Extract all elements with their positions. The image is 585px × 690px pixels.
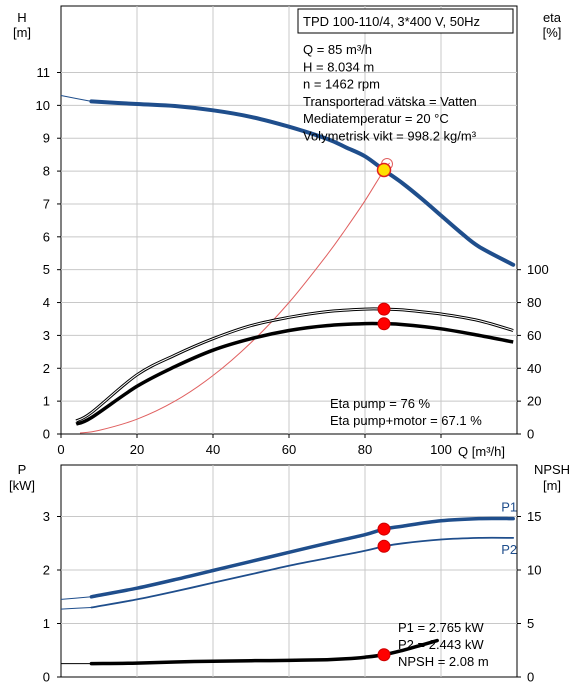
x-tick-label: 40 (206, 442, 220, 457)
x-axis-label: Q [m³/h] (458, 444, 505, 459)
info-line: H = 8.034 m (303, 59, 374, 74)
npsh-tick-label: 15 (527, 509, 541, 524)
power-info-line: NPSH = 2.08 m (398, 654, 489, 669)
npsh-tick-label: 10 (527, 563, 541, 578)
y-tick-label: 1 (43, 394, 50, 409)
y2-axis-label-npsh: NPSH (534, 462, 570, 477)
npsh-tick-label: 0 (527, 670, 534, 685)
bottom-series (60, 516, 515, 666)
info-line: n = 1462 rpm (303, 77, 380, 92)
bottom-y-tick-labels: 0 1 2 3 (43, 509, 61, 685)
head-curve (89, 99, 516, 267)
y-tick-label: 5 (43, 262, 50, 277)
y-axis-unit-p: [kW] (9, 478, 35, 493)
eta-info-line: Eta pump = 76 % (330, 396, 431, 411)
bottom-y2-tick-labels: 0 5 10 15 (517, 509, 541, 685)
curve-extension (60, 607, 92, 610)
top-operating-points (376, 157, 393, 331)
y2-tick-label: 80 (527, 295, 541, 310)
x-tick-label: 100 (430, 442, 452, 457)
series-label-p1: P1 (501, 500, 517, 515)
y-tick-label: 0 (43, 427, 50, 442)
y2-tick-label: 0 (527, 427, 534, 442)
y2-tick-label: 40 (527, 361, 541, 376)
eta-pump-curve (75, 308, 514, 422)
efficiency-point-marker (377, 302, 391, 316)
info-line: Transporterad vätska = Vatten (303, 94, 477, 109)
efficiency-info: Eta pump = 76 % Eta pump+motor = 67.1 % (330, 396, 482, 428)
duty-point-marker (376, 162, 392, 178)
y2-axis-unit-eta: [%] (543, 25, 562, 40)
top-x-tick-labels: 0 20 40 60 80 100 (57, 434, 452, 457)
eta-total-curve (75, 321, 514, 426)
series-label-p2: P2 (501, 542, 517, 557)
p-tick-label: 2 (43, 563, 50, 578)
y-axis-label-h: H (17, 10, 26, 25)
eta-info-line: Eta pump+motor = 67.1 % (330, 413, 482, 428)
title-box (297, 8, 514, 34)
info-line: Volymetrisk vikt = 998.2 kg/m³ (303, 129, 477, 144)
y-tick-label: 2 (43, 361, 50, 376)
operating-point-marker (377, 539, 391, 553)
top-y2-tick-labels: 0 20 40 60 80 100 (517, 262, 549, 442)
info-line: Q = 85 m³/h (303, 42, 372, 57)
p-tick-label: 0 (43, 670, 50, 685)
y-tick-label: 8 (43, 164, 50, 179)
y-axis-unit-h: [m] (13, 25, 31, 40)
power-info: P1 = 2.765 kW P2 = 2.443 kW NPSH = 2.08 m (398, 620, 489, 669)
x-tick-label: 20 (130, 442, 144, 457)
operating-point-marker (377, 648, 391, 662)
head-efficiency-panel: 0 1 2 3 4 5 6 7 8 9 10 11 0 20 40 60 80 100 0 20 40 60 80 100… (13, 5, 562, 459)
p1-curve (89, 516, 515, 599)
x-tick-label: 0 (57, 442, 64, 457)
y-tick-label: 10 (36, 98, 50, 113)
efficiency-point-marker (377, 317, 391, 331)
power-info-line: P2 = 2.443 kW (398, 637, 484, 652)
y-axis-label-p: P (18, 462, 27, 477)
top-series (60, 95, 516, 434)
bottom-operating-points (377, 522, 391, 662)
y-tick-label: 11 (37, 65, 51, 80)
chart-title: TPD 100-110/4, 3*400 V, 50Hz (303, 14, 480, 29)
top-y-tick-labels: 0 1 2 3 4 5 6 7 8 9 10 11 (36, 65, 61, 442)
system-curve (79, 162, 391, 434)
p2-curve (90, 536, 515, 609)
npsh-curve (89, 638, 439, 666)
y-tick-label: 7 (43, 196, 50, 211)
info-line: Mediatemperatur = 20 °C (303, 111, 449, 126)
y-tick-label: 6 (43, 229, 50, 244)
operating-info: Q = 85 m³/h H = 8.034 m n = 1462 rpm Transp… (303, 42, 477, 144)
bottom-series-labels: P1 P2 (501, 500, 517, 557)
y-tick-label: 3 (43, 328, 50, 343)
y2-axis-unit-npsh: [m] (543, 478, 561, 493)
power-info-line: P1 = 2.765 kW (398, 620, 484, 635)
x-tick-label: 60 (282, 442, 296, 457)
y-tick-label: 9 (43, 131, 50, 146)
x-tick-label: 80 (358, 442, 372, 457)
power-npsh-panel: 0 1 2 3 0 5 10 15 P1 P2 P [kW] NPSH [m] P1 = 2.… (9, 462, 570, 685)
y-tick-label: 4 (43, 295, 50, 310)
y2-tick-label: 100 (527, 262, 549, 277)
operating-point-marker (377, 522, 391, 536)
p-tick-label: 3 (43, 509, 50, 524)
y2-tick-label: 60 (527, 328, 541, 343)
y2-axis-label-eta: eta (543, 10, 562, 25)
y2-tick-label: 20 (527, 394, 541, 409)
npsh-tick-label: 5 (527, 616, 534, 631)
p-tick-label: 1 (43, 616, 50, 631)
